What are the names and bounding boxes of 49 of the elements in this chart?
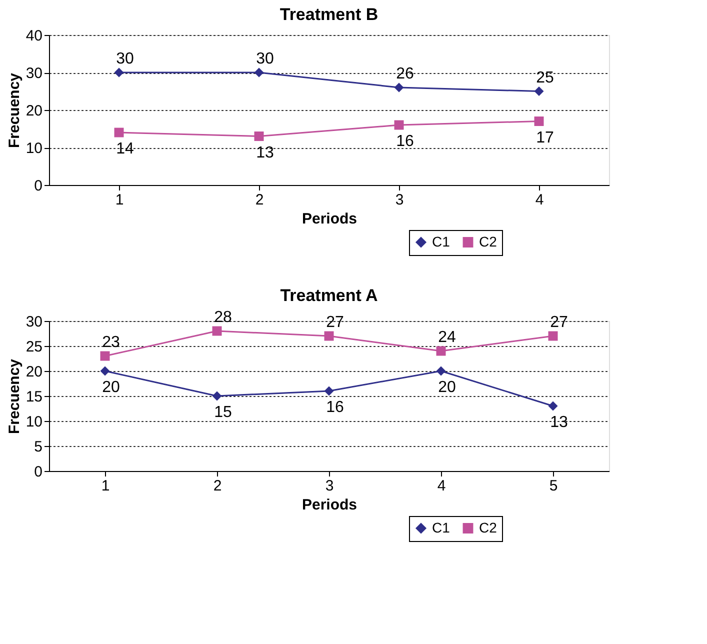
x-tick-label: 1 [115,192,124,208]
y-tick-label: 25 [26,338,42,356]
legend-label: C1 [432,519,450,536]
y-tick-label: 20 [26,102,42,120]
y-tick-label: 0 [34,464,42,480]
data-label: 26 [396,66,414,82]
y-axis-title: Frecuency [6,358,23,434]
legend-label: C2 [479,233,498,250]
data-label: 14 [116,140,134,158]
data-label: 20 [102,379,120,396]
x-tick-label: 1 [101,478,110,494]
data-label: 13 [256,144,274,162]
x-axis-title: Periods [302,210,358,228]
x-tick-label: 2 [255,192,264,208]
data-label: 28 [214,309,232,326]
data-label: 16 [326,399,344,416]
data-label: 16 [396,133,414,150]
data-label: 20 [438,379,456,396]
x-tick-label: 4 [437,478,446,494]
data-label: 25 [536,69,554,86]
data-label: 13 [550,414,568,431]
y-tick-label: 20 [26,364,42,380]
data-label: 30 [256,50,274,68]
y-tick-label: 30 [26,314,42,330]
x-tick-label: 2 [213,478,222,494]
data-label: 17 [536,129,554,146]
y-tick-label: 15 [26,388,42,406]
x-tick-label: 3 [325,478,334,494]
data-label: 27 [550,314,568,331]
y-tick-label: 5 [34,438,42,456]
data-label: 24 [438,329,456,346]
y-tick-label: 10 [26,140,42,157]
x-tick-label: 4 [535,192,544,208]
data-label: 23 [102,334,120,351]
x-axis-title: Periods [302,496,358,514]
y-tick-label: 10 [26,414,42,430]
x-tick-label: 3 [395,192,404,208]
y-tick-label: 40 [26,28,42,44]
chart-title: Treatment B [280,5,378,24]
chart-title: Treatment A [280,286,378,305]
data-label: 27 [326,314,344,331]
x-tick-label: 5 [549,478,558,494]
data-label: 15 [214,404,232,421]
y-tick-label: 30 [26,65,42,82]
y-axis-title: Frecuency [6,72,23,148]
data-label: 30 [116,50,134,68]
legend-label: C1 [432,233,450,250]
y-tick-label: 0 [34,178,42,194]
legend-label: C2 [479,519,498,536]
